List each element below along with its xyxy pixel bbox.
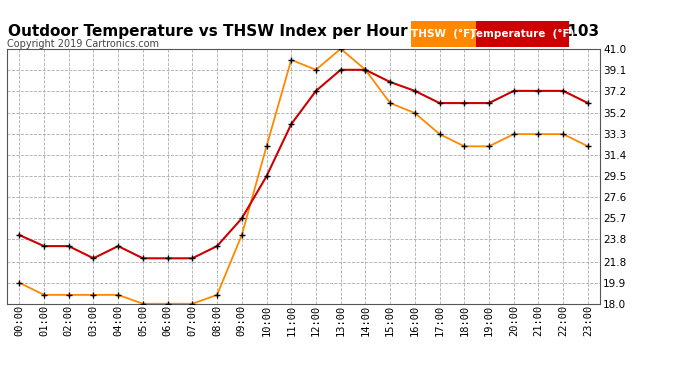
Text: Outdoor Temperature vs THSW Index per Hour (24 Hours)  20190103: Outdoor Temperature vs THSW Index per Ho… bbox=[8, 24, 599, 39]
Text: THSW  (°F): THSW (°F) bbox=[411, 29, 475, 39]
Text: Copyright 2019 Cartronics.com: Copyright 2019 Cartronics.com bbox=[7, 39, 159, 50]
Text: Temperature  (°F): Temperature (°F) bbox=[471, 29, 575, 39]
